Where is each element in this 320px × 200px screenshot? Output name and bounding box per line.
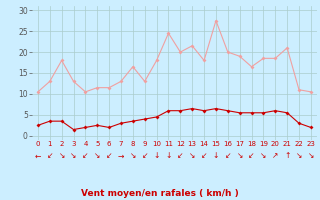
Text: ↙: ↙ xyxy=(106,152,112,160)
Text: ↑: ↑ xyxy=(284,152,290,160)
Text: Vent moyen/en rafales ( km/h ): Vent moyen/en rafales ( km/h ) xyxy=(81,189,239,198)
Text: ↗: ↗ xyxy=(272,152,278,160)
Text: ↙: ↙ xyxy=(201,152,207,160)
Text: ↙: ↙ xyxy=(248,152,255,160)
Text: ↓: ↓ xyxy=(165,152,172,160)
Text: ↘: ↘ xyxy=(130,152,136,160)
Text: ↙: ↙ xyxy=(141,152,148,160)
Text: ↘: ↘ xyxy=(260,152,267,160)
Text: ↓: ↓ xyxy=(213,152,219,160)
Text: ↘: ↘ xyxy=(94,152,100,160)
Text: →: → xyxy=(118,152,124,160)
Text: ↘: ↘ xyxy=(70,152,77,160)
Text: ↓: ↓ xyxy=(153,152,160,160)
Text: ↙: ↙ xyxy=(225,152,231,160)
Text: ↘: ↘ xyxy=(59,152,65,160)
Text: ↘: ↘ xyxy=(236,152,243,160)
Text: ↙: ↙ xyxy=(82,152,89,160)
Text: ↙: ↙ xyxy=(47,152,53,160)
Text: ←: ← xyxy=(35,152,41,160)
Text: ↘: ↘ xyxy=(296,152,302,160)
Text: ↘: ↘ xyxy=(308,152,314,160)
Text: ↘: ↘ xyxy=(189,152,196,160)
Text: ↙: ↙ xyxy=(177,152,184,160)
